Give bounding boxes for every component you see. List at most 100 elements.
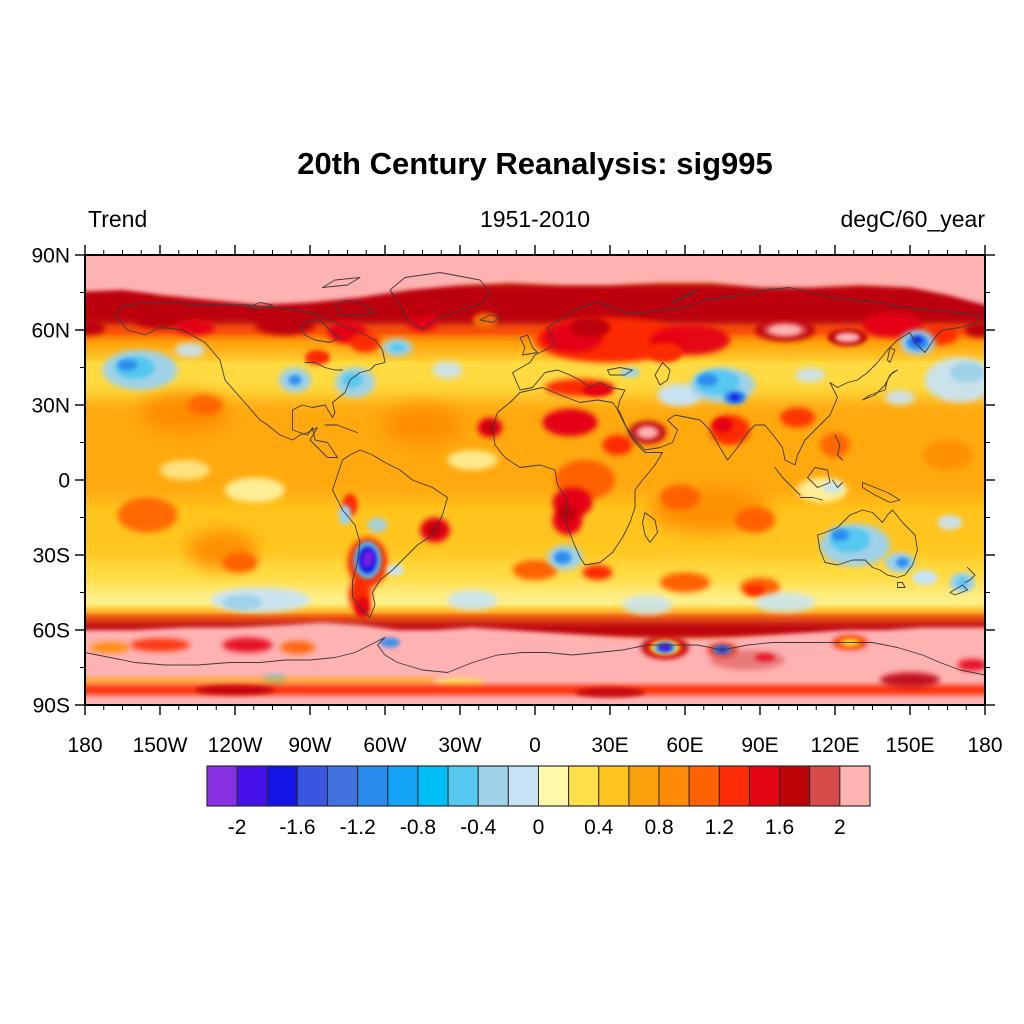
contour-region	[553, 551, 572, 564]
contour-region	[405, 297, 430, 318]
contour-region	[432, 361, 463, 379]
contour-region	[382, 405, 463, 445]
contour-region	[835, 332, 860, 343]
colorbar-border	[206, 765, 871, 807]
contour-region	[338, 505, 352, 525]
subtitle-left: Trend	[88, 206, 148, 232]
contour-region	[795, 367, 825, 383]
map-plot	[85, 255, 985, 705]
contour-region	[85, 677, 435, 685]
colorbar-cell	[507, 765, 540, 807]
y-tick-label: 90S	[33, 695, 70, 718]
contour-region	[160, 460, 210, 480]
contour-region	[222, 552, 258, 573]
contour-region	[195, 685, 275, 695]
colorbar-cell	[206, 765, 238, 807]
contour-region	[447, 450, 498, 470]
contour-region	[755, 592, 815, 613]
contour-region	[745, 585, 765, 595]
x-tick-label: 150E	[885, 734, 934, 757]
contour-region	[956, 577, 969, 588]
colorbar-cell	[628, 765, 660, 807]
x-tick-label: 180	[67, 734, 102, 757]
colorbar-label: -0.4	[460, 816, 497, 839]
contour-region	[342, 372, 363, 388]
contour-region	[712, 417, 733, 433]
contour-region	[575, 687, 645, 698]
subtitle-center: 1951-2010	[480, 206, 590, 232]
colorbar-cell	[568, 765, 600, 807]
colorbar-cell	[538, 765, 570, 807]
map-canvas	[85, 255, 985, 705]
contour-region	[447, 590, 498, 610]
contour-region	[622, 595, 673, 615]
contour-region	[768, 324, 802, 336]
colorbar-cell	[296, 765, 329, 807]
x-tick-label: 90E	[741, 734, 778, 757]
contour-region	[638, 427, 657, 438]
contour-region	[937, 515, 963, 530]
colorbar-label: 1.6	[765, 816, 794, 839]
colorbar-label: -2	[228, 816, 247, 839]
contour-region	[880, 672, 940, 688]
x-tick-label: 180	[967, 734, 1002, 757]
contour-region	[222, 637, 273, 653]
chart-title: 20th Century Reanalysis: sig995	[297, 146, 773, 181]
colorbar-cell	[266, 765, 298, 807]
colorbar-label: -0.8	[400, 816, 436, 839]
contour-region	[647, 342, 683, 363]
contour-region	[729, 394, 741, 401]
x-tick-label: 30E	[591, 734, 628, 757]
contour-region	[697, 373, 718, 387]
x-tick-label: 150W	[133, 734, 188, 757]
contour-region	[710, 650, 785, 670]
contour-region	[187, 395, 223, 415]
contour-region	[130, 638, 190, 652]
colorbar-label: 2	[834, 816, 846, 839]
contour-region	[582, 565, 613, 580]
contour-region	[822, 481, 843, 494]
colorbar-cell	[236, 765, 268, 807]
x-tick-label: 60W	[363, 734, 406, 757]
colorbar-cell	[447, 765, 479, 807]
contour-region	[831, 529, 849, 541]
contour-region	[390, 343, 405, 352]
contour-region	[175, 342, 205, 358]
y-tick-label: 90N	[31, 245, 70, 268]
contour-region	[885, 390, 915, 405]
colorbar-label: 0.4	[584, 816, 614, 839]
colorbar-cell	[387, 765, 419, 807]
contour-region	[255, 315, 315, 335]
x-tick-label: 90W	[288, 734, 331, 757]
y-tick-label: 0	[58, 470, 70, 493]
contour-region	[896, 557, 909, 568]
contour-region	[922, 440, 973, 470]
contour-region	[780, 407, 815, 428]
colorbar-cell	[477, 765, 509, 807]
contour-region	[280, 641, 315, 654]
colorbar-cell	[839, 765, 871, 807]
colorbar-cell	[809, 765, 841, 807]
colorbar-cell	[688, 765, 720, 807]
y-tick-label: 60S	[33, 620, 70, 643]
y-tick-label: 60N	[31, 320, 70, 343]
contour-region	[602, 435, 633, 455]
colorbar-cell	[779, 765, 811, 807]
contour-region	[570, 317, 610, 338]
contour-region	[90, 642, 130, 653]
contour-region	[820, 432, 850, 458]
colorbar-label: -1.6	[279, 816, 315, 839]
colorbar-label: -1.2	[340, 816, 376, 839]
contour-region	[950, 362, 985, 383]
contour-region	[483, 422, 497, 433]
contour-region	[755, 653, 775, 662]
colorbar-cell	[598, 765, 630, 807]
colorbar-label: 1.2	[705, 816, 734, 839]
contour-region	[660, 572, 710, 593]
contour-region	[735, 507, 775, 533]
x-tick-label: 30W	[438, 734, 481, 757]
y-tick-label: 30N	[31, 395, 70, 418]
contour-region	[542, 408, 598, 437]
colorbar: -2 -1.6 -1.2 -0.8 -0.4 0 0.4 0.8 1.2 1.6 2	[206, 765, 871, 839]
colorbar-cell	[327, 765, 359, 807]
